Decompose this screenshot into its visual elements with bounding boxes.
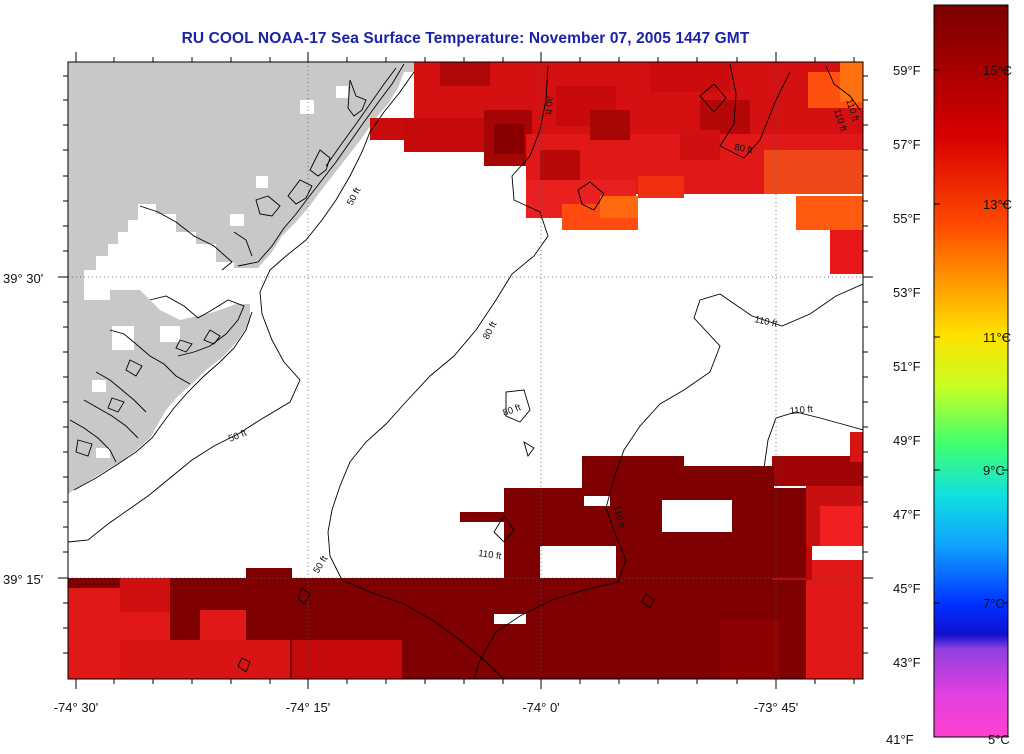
y-tick-label: 39° 30' (3, 271, 43, 286)
axis-ticks (58, 52, 873, 689)
colorbar-labels: 59°F 57°F 55°F 53°F 51°F 49°F 47°F 45°F … (886, 63, 1012, 747)
colorbar-c-label: 15°C (983, 63, 1012, 78)
x-tick-label: -74° 0' (522, 700, 559, 715)
contour-label: 110 ft (478, 548, 503, 562)
coastline (69, 63, 405, 491)
colorbar-c-label: 13°C (983, 197, 1012, 212)
axis-labels: -74° 30' -74° 15' -74° 0' -73° 45' 39° 3… (3, 271, 798, 715)
contour-label: 80 ft (733, 142, 753, 156)
colorbar-ticks (934, 69, 1008, 604)
x-tick-label: -73° 45' (754, 700, 799, 715)
contour-label: 80 ft (542, 96, 554, 115)
graticule (68, 62, 863, 679)
contour-label: 110 ft (789, 404, 813, 417)
x-tick-label: -74° 15' (286, 700, 331, 715)
x-tick-label: -74° 30' (54, 700, 99, 715)
colorbar-c-label: 7°C (983, 596, 1005, 611)
y-tick-label: 39° 15' (3, 572, 43, 587)
land-area (68, 62, 414, 284)
sst-south-block (68, 432, 863, 679)
colorbar-f-label: 45°F (893, 581, 921, 596)
contour-label: 110 ft (611, 504, 627, 529)
chart-title: RU COOL NOAA-17 Sea Surface Temperature:… (181, 30, 750, 47)
colorbar-f-label: 41°F (886, 732, 914, 747)
colorbar-f-label: 53°F (893, 285, 921, 300)
colorbar-f-label: 47°F (893, 507, 921, 522)
colorbar-f-label: 49°F (893, 433, 921, 448)
colorbar-f-label: 43°F (893, 655, 921, 670)
colorbar-c-label: 5°C (988, 732, 1010, 747)
bathymetry-contours (68, 63, 863, 679)
contour-label: 110 ft (753, 314, 778, 330)
colorbar (933, 4, 1009, 738)
colorbar-f-label: 57°F (893, 137, 921, 152)
colorbar-f-label: 51°F (893, 359, 921, 374)
colorbar-c-label: 11°C (983, 330, 1011, 345)
map-border (67, 61, 864, 680)
colorbar-f-label: 55°F (893, 211, 921, 226)
colorbar-f-label: 59°F (893, 63, 921, 78)
colorbar-c-label: 9°C (983, 463, 1005, 478)
